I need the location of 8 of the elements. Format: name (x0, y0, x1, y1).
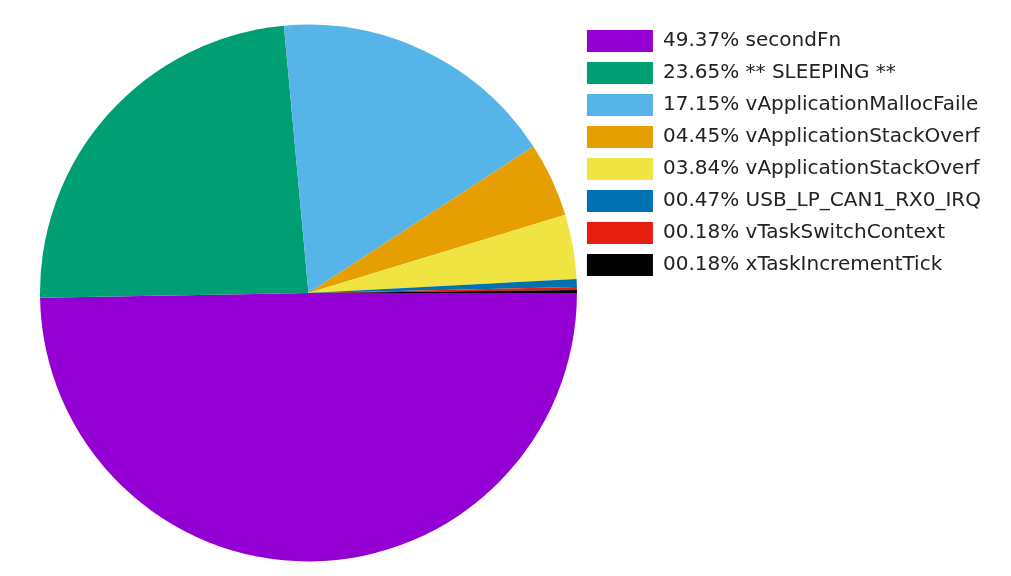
legend-label: 00.18% xTaskIncrementTick (662, 251, 943, 276)
legend-label: 00.47% USB_LP_CAN1_RX0_IRQ (662, 187, 982, 212)
legend-label: 00.18% vTaskSwitchContext (662, 219, 946, 244)
legend-label: 49.37% secondFn (662, 27, 842, 52)
legend-label: 04.45% vApplicationStackOverf (662, 123, 981, 148)
legend-label: 17.15% vApplicationMallocFaile (662, 91, 979, 116)
legend-label: 23.65% ** SLEEPING ** (662, 59, 896, 84)
legend-label: 03.84% vApplicationStackOverf (662, 155, 981, 180)
